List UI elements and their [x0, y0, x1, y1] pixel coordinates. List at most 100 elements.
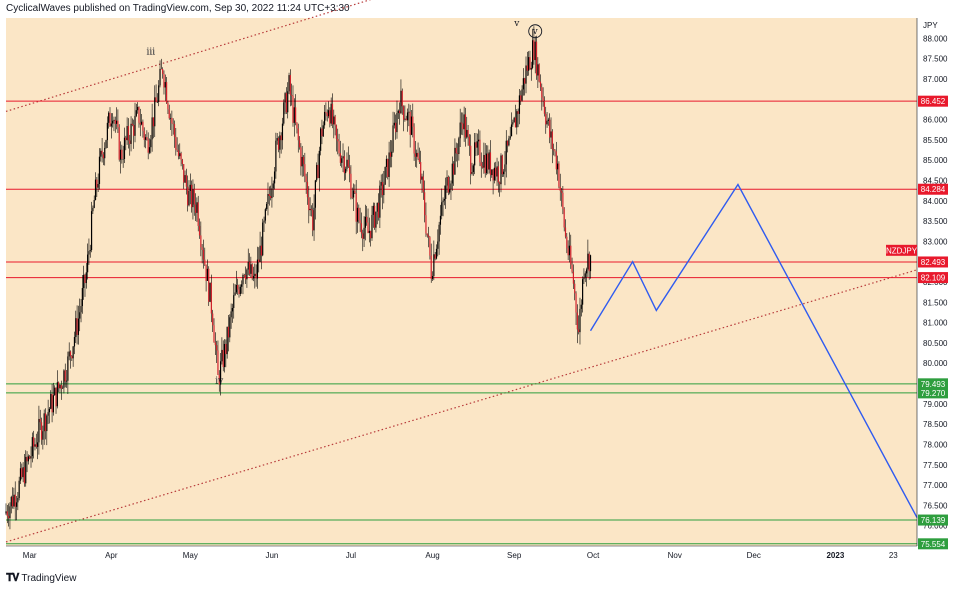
candle — [508, 135, 510, 147]
candle — [555, 141, 557, 175]
candle — [43, 409, 45, 445]
candle — [510, 112, 513, 137]
price-tick-label: 78.000 — [923, 440, 948, 449]
candle — [144, 134, 147, 149]
candle-body — [505, 140, 507, 165]
candle — [530, 61, 532, 81]
candle-body — [104, 147, 106, 159]
candle — [119, 141, 122, 174]
candle — [413, 123, 415, 161]
candle — [429, 236, 431, 260]
candle-body — [140, 121, 143, 125]
candle — [441, 188, 443, 220]
candle-body — [18, 480, 20, 498]
candle — [35, 433, 37, 449]
candle — [584, 271, 586, 283]
candle — [267, 182, 269, 216]
time-tick-label: Apr — [105, 551, 118, 560]
candle-body — [524, 78, 526, 84]
candle-body — [44, 413, 47, 432]
footer-brand: 𝐓𝐕 TradingView — [6, 572, 76, 585]
level-tag-82.493-bg — [918, 256, 948, 268]
candle — [125, 135, 127, 151]
candle — [425, 202, 427, 237]
candle-body — [101, 150, 103, 155]
candle-body — [11, 496, 14, 507]
candle-body — [43, 413, 45, 432]
candle-body — [489, 152, 492, 176]
candle — [51, 383, 53, 423]
candle — [31, 432, 33, 463]
candle-body — [180, 153, 182, 160]
candle-body — [499, 182, 501, 185]
candle — [320, 127, 322, 156]
candle-body — [222, 349, 224, 368]
candle — [248, 253, 251, 276]
candle-body — [126, 126, 128, 141]
candle — [520, 90, 522, 105]
candle-body — [412, 116, 414, 127]
candle-body — [280, 135, 282, 141]
candle-body — [293, 107, 295, 123]
candle-body — [510, 124, 513, 137]
candle-body — [194, 204, 197, 213]
candle — [576, 304, 578, 344]
candle-body — [69, 351, 72, 357]
candle — [175, 128, 177, 156]
candle — [115, 107, 118, 130]
candle — [69, 350, 72, 369]
candle-body — [425, 215, 427, 234]
candle-body — [105, 140, 107, 148]
candle — [579, 297, 581, 345]
candle — [342, 143, 344, 173]
candle — [123, 127, 126, 163]
candle-body — [317, 164, 319, 178]
candle — [439, 204, 442, 235]
candle-body — [276, 138, 278, 141]
candle-body — [520, 95, 522, 101]
candle-body — [330, 103, 332, 124]
plot-area[interactable] — [6, 18, 917, 546]
candle-body — [23, 467, 26, 484]
candle-body — [526, 65, 528, 71]
candle-body — [514, 117, 517, 128]
candle-body — [384, 166, 386, 185]
candle — [580, 299, 582, 317]
candle-body — [13, 494, 15, 507]
level-tag-79.493: 79.493 — [921, 380, 946, 389]
candle — [122, 145, 124, 168]
candle — [364, 204, 366, 241]
candle — [252, 266, 255, 282]
price-tick-label: 76.500 — [923, 501, 948, 510]
candle-body — [108, 112, 110, 123]
candle — [563, 207, 565, 232]
candle-body — [127, 126, 130, 141]
candle-body — [241, 284, 243, 287]
candle — [459, 108, 461, 148]
candle-body — [495, 167, 497, 177]
candle — [172, 118, 174, 135]
candle — [309, 197, 311, 217]
candle-body — [554, 150, 556, 152]
candle — [585, 267, 588, 287]
candle — [283, 99, 285, 126]
candle-body — [142, 121, 144, 131]
candle — [521, 85, 523, 102]
candle-body — [123, 137, 126, 160]
candle-body — [551, 131, 553, 150]
candle — [90, 201, 93, 253]
candle — [566, 233, 568, 254]
candle-body — [493, 167, 496, 181]
candle — [572, 264, 575, 289]
candle — [589, 254, 592, 279]
candle-body — [342, 156, 344, 159]
level-tag-76.139-bg — [918, 514, 948, 526]
candle — [387, 158, 389, 180]
candle — [30, 446, 32, 468]
candle — [88, 238, 90, 265]
candle-body — [397, 110, 399, 114]
candle — [538, 63, 540, 83]
candle — [101, 138, 103, 163]
candle — [10, 495, 12, 514]
